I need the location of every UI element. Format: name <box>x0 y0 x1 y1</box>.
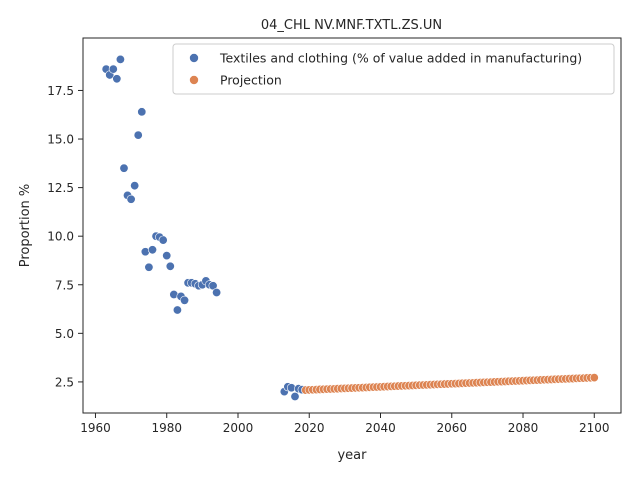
data-point-textiles <box>172 305 182 315</box>
y-tick-label: 5.0 <box>55 327 74 341</box>
legend-box <box>172 43 615 95</box>
x-axis-ticks: 1960 1980 2000 2020 2040 2060 2080 2100 <box>80 413 610 435</box>
data-point-textiles <box>162 251 172 261</box>
points-layer <box>101 54 599 401</box>
y-tick-label: 17.5 <box>47 84 74 98</box>
y-tick-label: 10.0 <box>47 230 74 244</box>
x-tick-label: 1980 <box>151 421 182 435</box>
data-point-textiles <box>144 262 154 272</box>
legend-marker-projection <box>189 75 199 85</box>
legend-label-projection: Projection <box>220 73 282 88</box>
data-point-textiles <box>119 163 129 173</box>
legend-label-textiles: Textiles and clothing (% of value added … <box>219 51 582 66</box>
y-tick-label: 12.5 <box>47 181 74 195</box>
data-point-textiles <box>133 130 143 140</box>
x-tick-label: 2040 <box>365 421 396 435</box>
data-point-textiles <box>130 181 140 191</box>
y-axis-ticks: 2.5 5.0 7.5 10.0 12.5 15.0 17.5 <box>47 84 83 389</box>
chart-title: 04_CHL NV.MNF.TXTL.ZS.UN <box>261 18 442 33</box>
plot-frame <box>82 37 622 414</box>
data-point-textiles <box>212 288 222 298</box>
legend: Textiles and clothing (% of value added … <box>172 43 615 95</box>
data-point-textiles <box>180 295 190 305</box>
data-point-textiles <box>137 107 147 117</box>
data-point-textiles <box>158 235 168 245</box>
data-point-textiles <box>108 64 118 74</box>
data-point-textiles <box>126 194 136 204</box>
x-tick-label: 2000 <box>223 421 254 435</box>
data-point-textiles <box>165 261 175 271</box>
data-point-textiles <box>115 54 125 64</box>
data-point-textiles <box>290 391 300 401</box>
data-point-textiles <box>112 74 122 84</box>
legend-marker-textiles <box>189 53 199 63</box>
x-tick-label: 1960 <box>80 421 111 435</box>
y-axis-title: Proportion % <box>18 184 33 268</box>
y-tick-label: 2.5 <box>55 375 74 389</box>
x-tick-label: 2100 <box>579 421 610 435</box>
y-tick-label: 15.0 <box>47 133 74 147</box>
data-point-textiles <box>147 245 157 255</box>
x-axis-title: year <box>337 448 367 463</box>
x-tick-label: 2060 <box>436 421 467 435</box>
data-point-projection <box>589 373 599 383</box>
x-tick-label: 2080 <box>508 421 539 435</box>
x-tick-label: 2020 <box>294 421 325 435</box>
y-tick-label: 7.5 <box>55 278 74 292</box>
